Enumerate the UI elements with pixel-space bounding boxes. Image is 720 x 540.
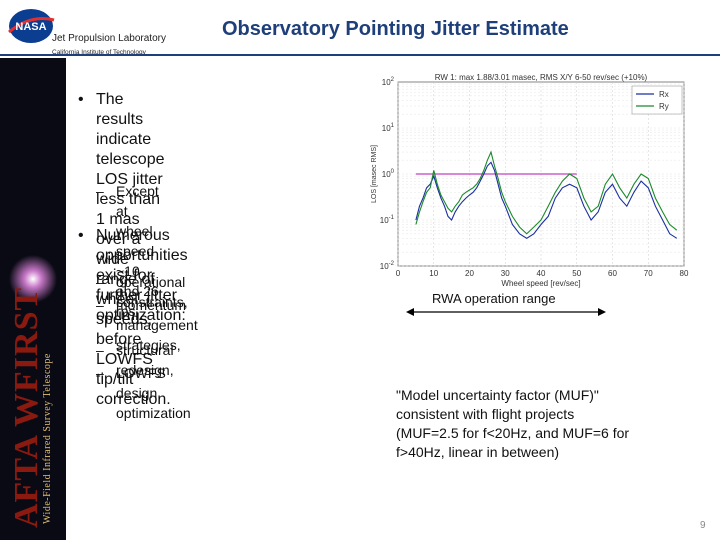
sub-bullet-2-1-line-1: operational constraints,: [116, 274, 188, 310]
y-tick-label: 101: [382, 123, 395, 133]
dash-marker: –: [96, 274, 104, 290]
bullet-1-line-1: The results indicate telescope: [96, 91, 165, 168]
muf-note-line-1: "Model uncertainty factor (MUF)": [396, 387, 599, 403]
sub-bullet-1-1-line-2: rps: [116, 303, 136, 319]
x-tick-label: 0: [396, 269, 401, 278]
x-tick-label: 30: [501, 269, 510, 278]
series-line-rx: [415, 161, 678, 239]
sidebar-banner: AFTA WFIRST Wide-Field Infrared Survey T…: [0, 58, 66, 540]
legend: Rx Ry: [631, 85, 683, 115]
galaxy-icon: [9, 255, 57, 303]
range-label: RWA operation range: [432, 291, 556, 306]
jitter-chart: 0 10 20 30 40 50 60 70 80 102 101 100 10-1 10-2 RW 1:…: [371, 73, 689, 288]
muf-note-line-4: f>40Hz, linear in between): [396, 444, 560, 460]
nasa-logo: NASA: [8, 9, 55, 43]
y-tick-label: 102: [382, 77, 395, 87]
legend-label: Ry: [659, 102, 669, 111]
series-group: [415, 150, 678, 239]
x-tick-label: 10: [429, 269, 438, 278]
sub-bullet-2-4-line-1: LOWFS design optimization: [116, 365, 191, 421]
slide-title: Observatory Pointing Jitter Estimate: [222, 18, 569, 40]
chart-title: RW 1: max 1.88/3.01 masec, RMS X/Y 6-50 …: [435, 73, 648, 82]
dash-marker: –: [96, 183, 104, 199]
bullet-1-line-3: wide range of wheel speeds,: [96, 251, 155, 328]
legend-box: [631, 85, 683, 115]
x-tick-label: 40: [537, 269, 546, 278]
nasa-logo-text: NASA: [15, 21, 46, 33]
dash-marker: –: [96, 342, 104, 358]
bullet-marker: •: [78, 91, 84, 108]
legend-label: Rx: [659, 90, 669, 99]
bullet-marker: •: [78, 227, 84, 244]
page-number: 9: [700, 520, 706, 531]
x-tick-label: 80: [680, 269, 689, 278]
sub-bullet-2-2-line-2: strategies,: [116, 337, 181, 353]
muf-note-line-3: (MUF=2.5 for f<20Hz, and MUF=6 for: [396, 425, 630, 441]
x-tick-label: 70: [644, 269, 653, 278]
muf-note-line-2: consistent with flight projects: [396, 406, 575, 422]
sidebar-brand-main: AFTA WFIRST: [8, 286, 45, 528]
org-name: Jet Propulsion Laboratory: [52, 33, 166, 44]
y-axis-label: LOS [masec RMS]: [371, 145, 378, 203]
x-tick-label: 20: [465, 269, 474, 278]
x-tick-label: 60: [608, 269, 617, 278]
sub-bullet-2-3-line-1: structural redesign,: [116, 342, 174, 378]
series-line-ry: [415, 150, 678, 235]
muf-note: "Model uncertainty factor (MUF)" consist…: [396, 386, 686, 462]
x-axis-label: Wheel speed [rev/sec]: [501, 279, 580, 288]
sub-bullet-1-1-line-1: Except at wheel speed ~10 and 26: [116, 183, 159, 299]
bullet-1-line-4: before LOWFS tip/tilt correction.: [96, 331, 171, 408]
bullet-2-line-2: further jitter optimization:: [96, 287, 186, 324]
x-tick-label: 50: [572, 269, 581, 278]
sub-bullet-2-2-line-1: momentum management: [116, 297, 198, 333]
dash-marker: –: [96, 297, 104, 313]
institute-name: California Institute of Technology: [52, 49, 146, 56]
ticks: 0 10 20 30 40 50 60 70 80 102 101 100 10-1 10-2: [380, 77, 689, 278]
dash-marker: –: [96, 365, 104, 381]
y-tick-label: 100: [382, 169, 395, 179]
bullet-2-line-1: Numerous opportunities exist for: [96, 227, 188, 284]
y-tick-label: 10-2: [380, 261, 395, 271]
double-arrow-icon: [406, 308, 606, 316]
bullet-1-line-2: LOS jitter less than 1 mas over a: [96, 171, 163, 248]
y-tick-label: 10-1: [380, 215, 395, 225]
header-divider: [0, 54, 720, 56]
